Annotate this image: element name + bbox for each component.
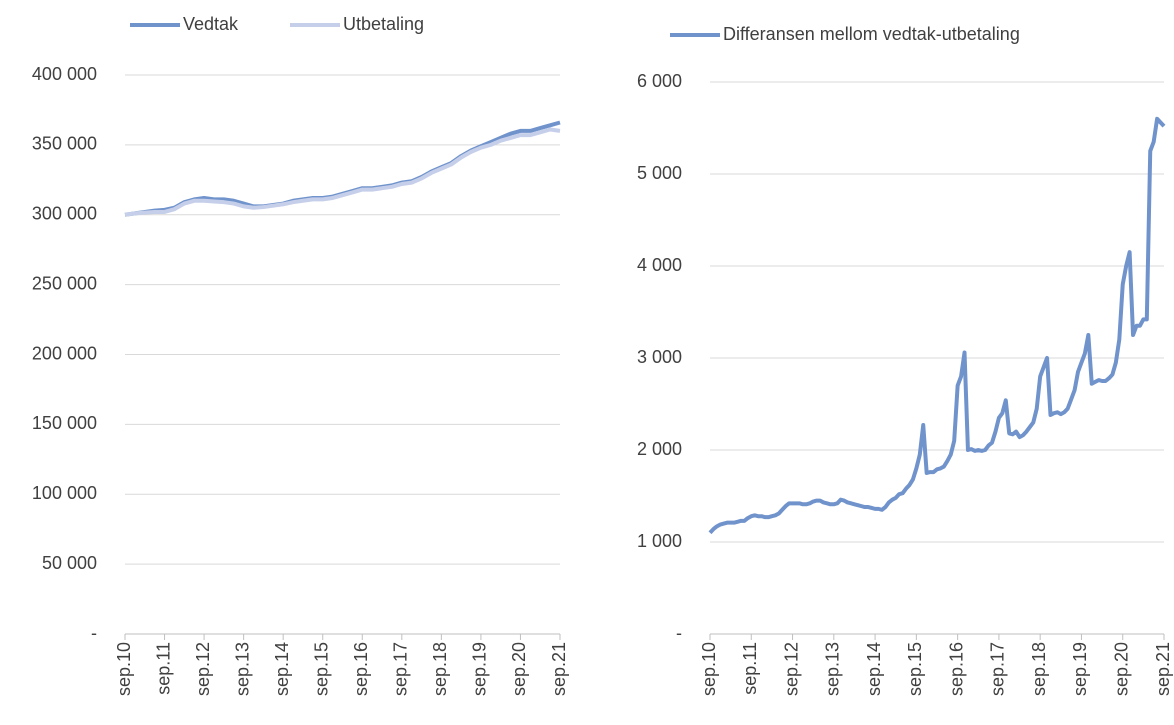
y-tick-label: 150 000: [32, 413, 97, 433]
y-tick-label: 350 000: [32, 134, 97, 154]
x-tick-label: sep.10: [114, 642, 134, 696]
x-tick-label: sep.21: [1153, 642, 1173, 696]
x-tick-label: sep.13: [823, 642, 843, 696]
x-tick-label: sep.11: [153, 642, 173, 695]
x-tick-label: sep.16: [946, 642, 966, 696]
y-tick-label: 2 000: [637, 439, 682, 459]
x-tick-label: sep.17: [391, 642, 411, 696]
x-tick-label: sep.12: [193, 642, 213, 696]
y-tick-label: 50 000: [42, 553, 97, 573]
x-tick-label: sep.14: [864, 642, 884, 696]
y-tick-label: 100 000: [32, 483, 97, 503]
legend-label: Utbetaling: [343, 14, 424, 34]
x-tick-label: sep.18: [1029, 642, 1049, 696]
x-tick-label: sep.19: [470, 642, 490, 696]
y-tick-label: 6 000: [637, 71, 682, 91]
y-tick-label: -: [91, 623, 97, 643]
legend-label: Vedtak: [183, 14, 239, 34]
x-tick-label: sep.20: [509, 642, 529, 696]
y-tick-label: 200 000: [32, 343, 97, 363]
x-tick-label: sep.15: [311, 642, 331, 696]
x-tick-label: sep.20: [1111, 642, 1131, 696]
x-tick-label: sep.21: [549, 642, 569, 696]
y-tick-label: 1 000: [637, 531, 682, 551]
y-tick-label: 4 000: [637, 255, 682, 275]
legend-label: Differansen mellom vedtak-utbetaling: [723, 24, 1020, 44]
x-tick-label: sep.18: [430, 642, 450, 696]
x-tick-label: sep.10: [699, 642, 719, 696]
y-tick-label: 250 000: [32, 273, 97, 293]
y-tick-label: 5 000: [637, 163, 682, 183]
x-tick-label: sep.12: [781, 642, 801, 696]
line: [124, 127, 561, 217]
x-tick-label: sep.15: [905, 642, 925, 696]
x-tick-label: sep.17: [988, 642, 1008, 696]
x-tick-label: sep.16: [351, 642, 371, 696]
y-tick-label: 300 000: [32, 204, 97, 224]
y-tick-label: -: [676, 623, 682, 643]
x-tick-label: sep.13: [232, 642, 252, 696]
y-tick-label: 3 000: [637, 347, 682, 367]
y-tick-label: 400 000: [32, 64, 97, 84]
x-tick-label: sep.19: [1070, 642, 1090, 696]
x-tick-label: sep.14: [272, 642, 292, 696]
x-tick-label: sep.11: [740, 642, 760, 695]
line: [708, 116, 1166, 535]
